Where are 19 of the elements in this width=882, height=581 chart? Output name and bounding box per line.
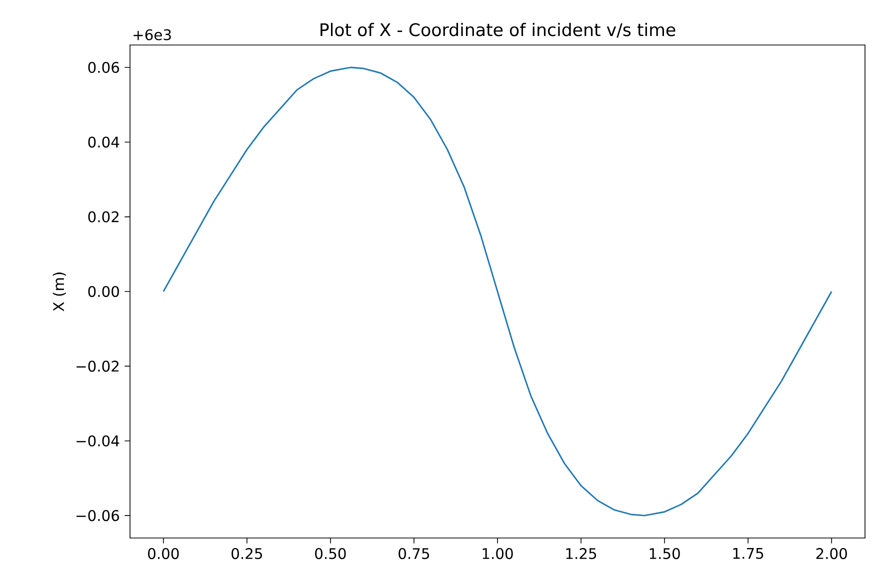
y-tick-label: −0.02: [76, 360, 118, 372]
x-tick-label: 1.75: [733, 548, 764, 559]
y-tick-label: −0.06: [76, 510, 120, 522]
x-tick-label: 0.00: [148, 548, 179, 560]
x-tick-label: 0.25: [232, 548, 262, 560]
chart-title: Plot of X - Coordinate of incident v/s time: [320, 22, 676, 38]
y-tick-label: 0.00: [88, 286, 119, 298]
y-tick-label: 0.02: [88, 211, 118, 222]
x-tick-label: 0.50: [315, 548, 346, 560]
x-tick-label: 1.50: [650, 548, 680, 560]
y-tick-label: 0.04: [88, 136, 120, 148]
y-axis-title: X (m): [52, 272, 66, 312]
x-tick-label: 0.75: [398, 548, 430, 560]
text: +6e3: [134, 29, 171, 40]
x-tick-label: 1.00: [482, 548, 513, 560]
y-tick-label: 0.06: [88, 62, 120, 73]
y-tick-label: −0.04: [76, 435, 120, 446]
x-tick-label: 1.25: [566, 548, 596, 560]
x-tick-label: 2.00: [816, 548, 847, 560]
